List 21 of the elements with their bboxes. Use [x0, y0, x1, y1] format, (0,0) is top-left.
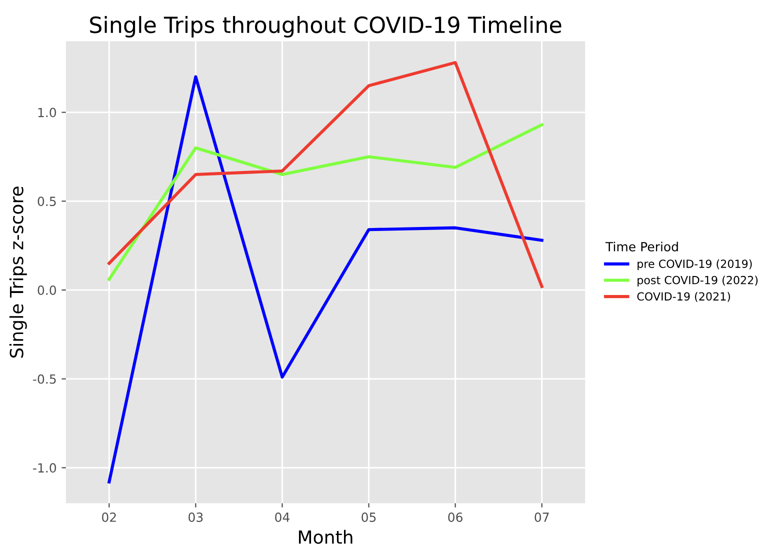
legend-label: post COVID-19 (2022) [638, 276, 758, 286]
line-series [108, 61, 544, 288]
line-series [108, 123, 544, 281]
x-tick-label: 06 [448, 512, 462, 522]
chart-title: Single Trips throughout COVID-19 Timeline [90, 16, 562, 38]
line-series [108, 75, 544, 484]
y-tick-label: -1.0 [33, 463, 56, 473]
x-axis-title: Month [298, 530, 352, 544]
y-tick-label: 1.0 [38, 108, 56, 118]
legend-label: COVID-19 (2021) [637, 292, 730, 302]
x-tick-label: 05 [362, 512, 376, 522]
y-tick-label: 0.0 [38, 285, 56, 295]
x-tick-label: 02 [102, 512, 116, 522]
legend-label: pre COVID-19 (2019) [638, 259, 752, 270]
legend-title: Time Period [605, 242, 678, 252]
x-tick-label: 04 [275, 512, 290, 522]
y-tick-label: 0.5 [38, 196, 56, 206]
y-tick-label: -0.5 [33, 374, 56, 384]
x-tick-label: 07 [534, 512, 549, 522]
y-axis-title: Single Trips z-score [9, 186, 27, 358]
x-tick-label: 03 [188, 512, 203, 522]
